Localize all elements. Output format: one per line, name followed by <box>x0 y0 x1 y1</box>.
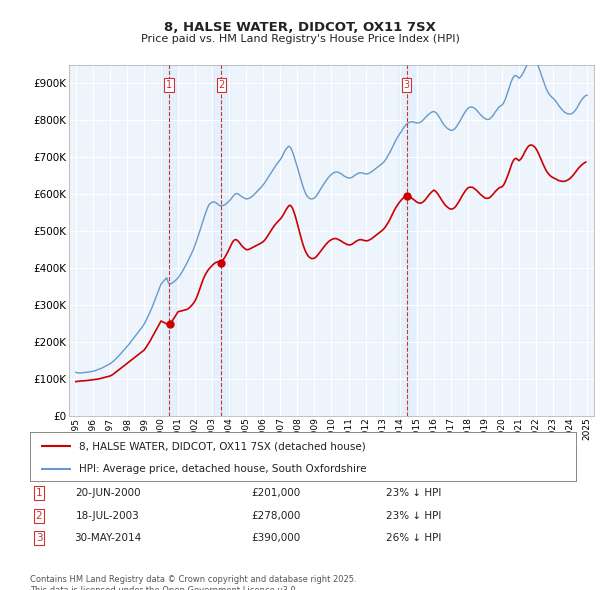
Text: 3: 3 <box>404 80 410 90</box>
Text: 8, HALSE WATER, DIDCOT, OX11 7SX (detached house): 8, HALSE WATER, DIDCOT, OX11 7SX (detach… <box>79 441 366 451</box>
Bar <box>398 65 415 416</box>
Text: £278,000: £278,000 <box>251 511 301 520</box>
Text: £201,000: £201,000 <box>251 489 301 498</box>
Bar <box>160 65 178 416</box>
Text: 3: 3 <box>35 533 43 543</box>
Text: 30-MAY-2014: 30-MAY-2014 <box>74 533 142 543</box>
Text: Contains HM Land Registry data © Crown copyright and database right 2025.
This d: Contains HM Land Registry data © Crown c… <box>30 575 356 590</box>
Text: £390,000: £390,000 <box>251 533 301 543</box>
Text: 23% ↓ HPI: 23% ↓ HPI <box>386 489 442 498</box>
Text: 20-JUN-2000: 20-JUN-2000 <box>75 489 141 498</box>
Text: 1: 1 <box>166 80 172 90</box>
Text: 26% ↓ HPI: 26% ↓ HPI <box>386 533 442 543</box>
Text: 8, HALSE WATER, DIDCOT, OX11 7SX: 8, HALSE WATER, DIDCOT, OX11 7SX <box>164 21 436 34</box>
Text: 2: 2 <box>218 80 224 90</box>
Bar <box>213 65 230 416</box>
Text: Price paid vs. HM Land Registry's House Price Index (HPI): Price paid vs. HM Land Registry's House … <box>140 34 460 44</box>
Text: 2: 2 <box>35 511 43 520</box>
Text: 1: 1 <box>35 489 43 498</box>
Text: HPI: Average price, detached house, South Oxfordshire: HPI: Average price, detached house, Sout… <box>79 464 367 474</box>
Text: 18-JUL-2003: 18-JUL-2003 <box>76 511 140 520</box>
Text: 23% ↓ HPI: 23% ↓ HPI <box>386 511 442 520</box>
